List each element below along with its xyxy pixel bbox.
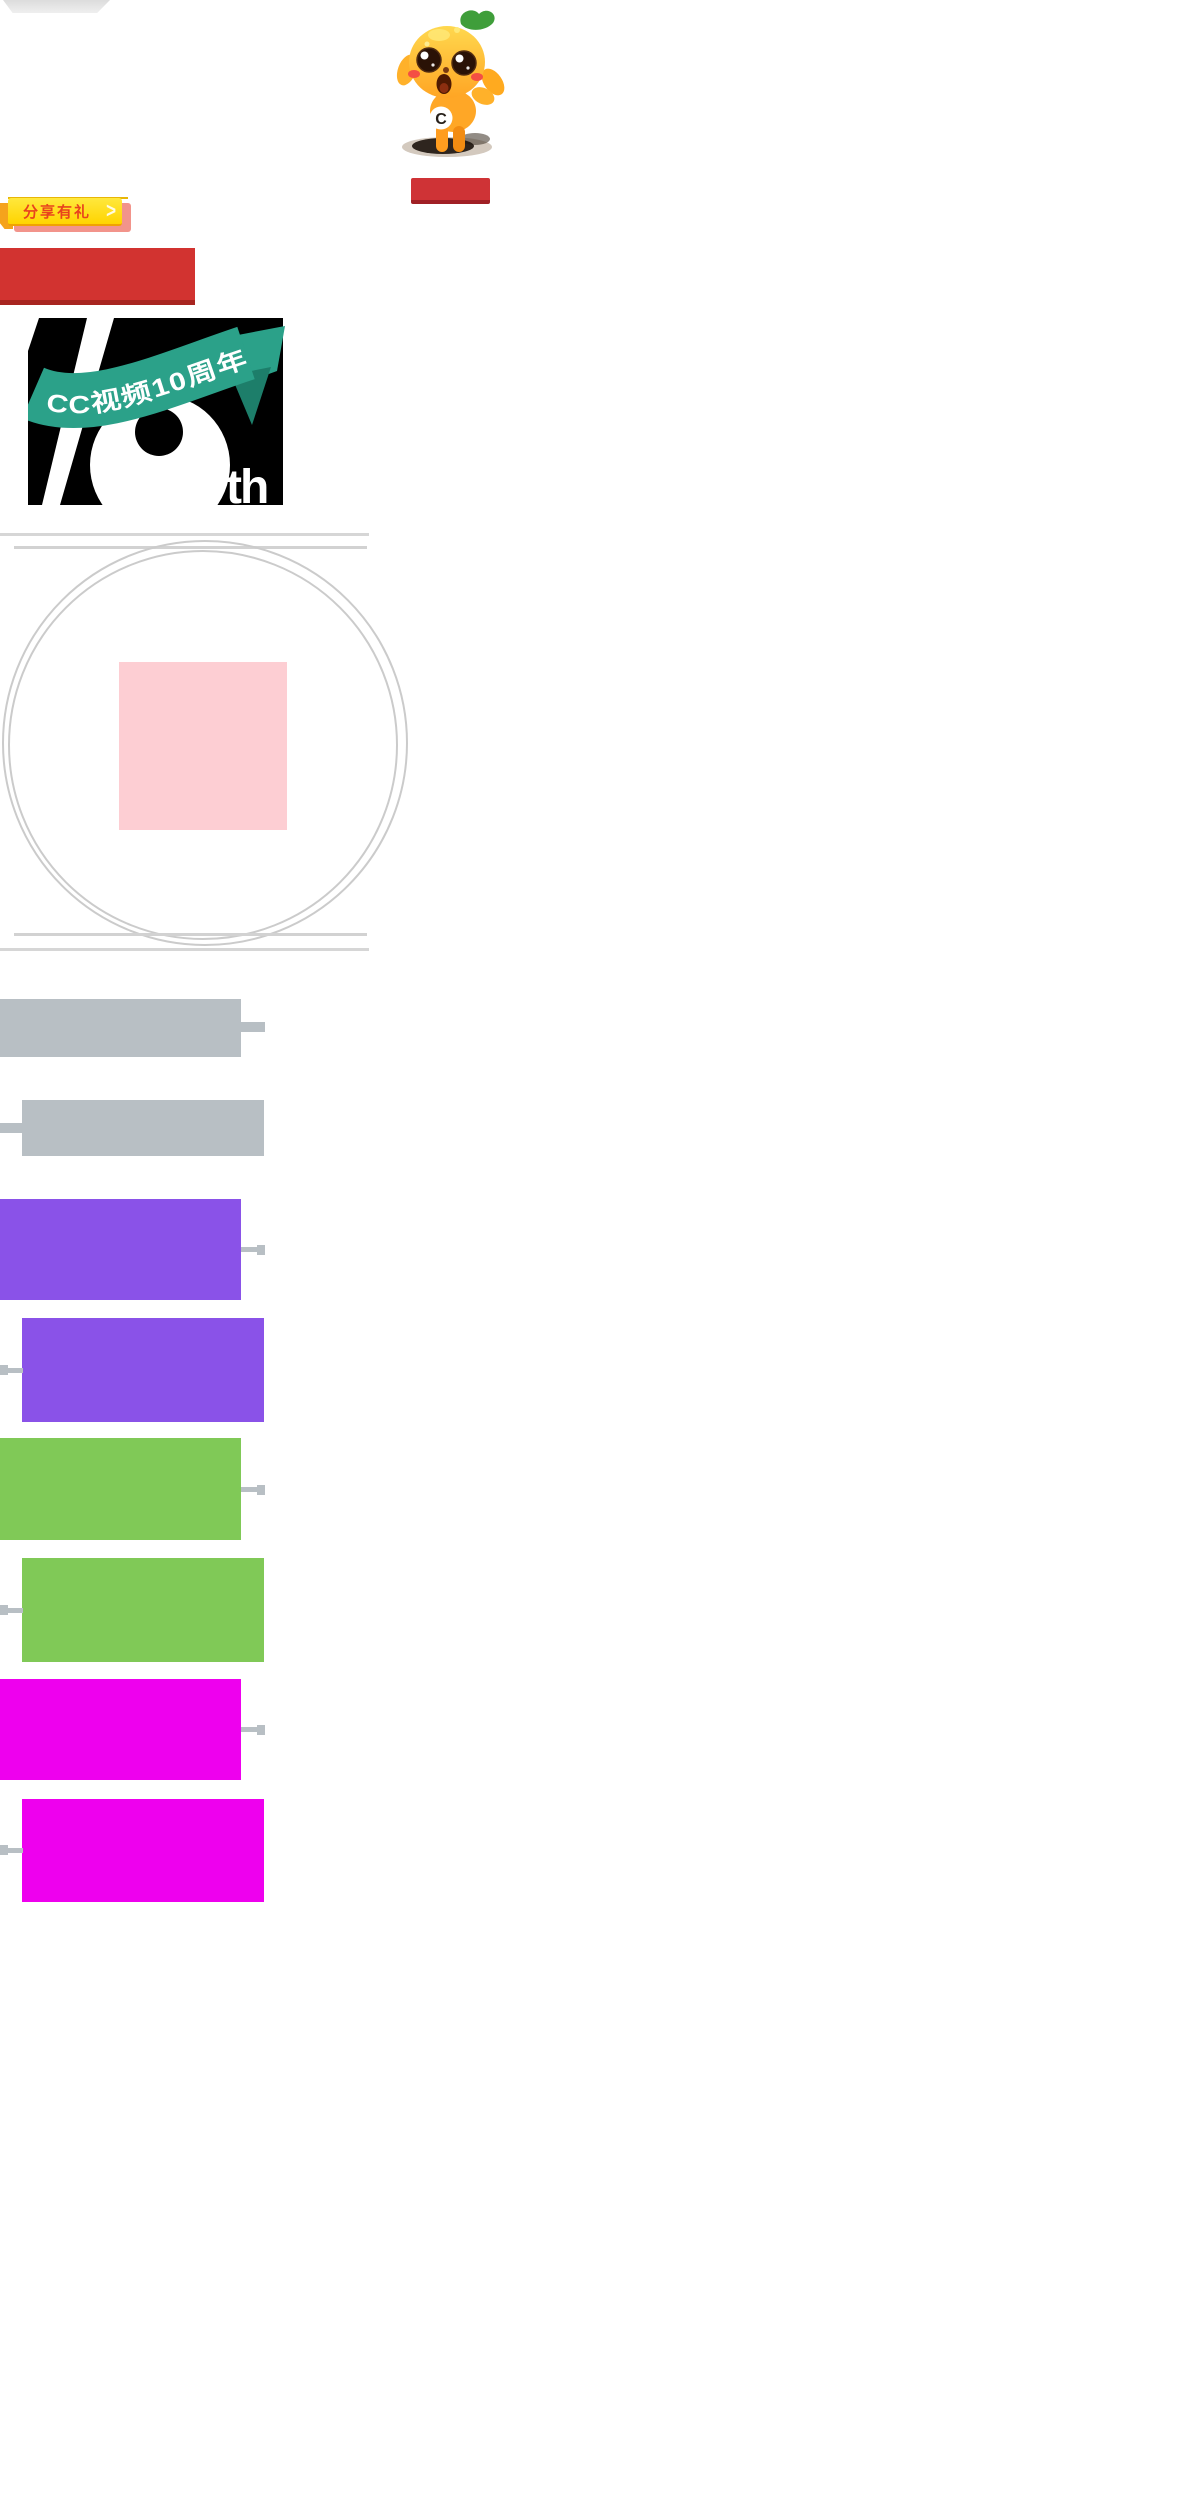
- red-banner[interactable]: [0, 248, 195, 305]
- placeholder-bubble-purple-2[interactable]: [22, 1318, 264, 1422]
- bubble-connector-nub: [0, 1123, 8, 1133]
- placeholder-bubble-green-1[interactable]: [0, 1438, 241, 1540]
- bubble-connector-line: [7, 1608, 23, 1613]
- bubble-connector-nub: [0, 1365, 8, 1375]
- ribbon-band: [22, 326, 255, 429]
- placeholder-bubble-gray-2[interactable]: [22, 1100, 264, 1156]
- bubble-connector-line: [241, 1727, 258, 1732]
- bubble-connector-nub: [257, 1485, 265, 1495]
- leaf-icon: [460, 10, 495, 30]
- placeholder-bubble-purple-1[interactable]: [0, 1199, 241, 1300]
- divider-line: [14, 933, 367, 936]
- bubble-connector-line: [7, 1848, 23, 1853]
- bubble-connector-nub: [0, 1845, 8, 1855]
- divider-line: [0, 948, 369, 951]
- bubble-connector-line: [241, 1487, 258, 1492]
- placeholder-bubble-magenta-2[interactable]: [22, 1799, 264, 1902]
- divider-line: [14, 546, 367, 549]
- top-pull-tab[interactable]: [3, 0, 110, 13]
- mascot-belly-logo: C: [435, 111, 447, 128]
- bubble-connector-line: [241, 1022, 258, 1032]
- bubble-connector-line: [241, 1247, 258, 1252]
- bubble-connector-line: [7, 1368, 23, 1373]
- hero-placeholder-square: [119, 662, 287, 830]
- placeholder-bubble-magenta-1[interactable]: [0, 1679, 241, 1780]
- bubble-connector-nub: [0, 1605, 8, 1615]
- placeholder-bubble-gray-1[interactable]: [0, 999, 241, 1057]
- anniversary-logo-graphic: th CC视频10周年: [22, 318, 285, 514]
- anniversary-logo: th CC视频10周年: [22, 315, 288, 514]
- share-badge-label: 分享有礼: [23, 203, 92, 221]
- placeholder-bubble-green-2[interactable]: [22, 1558, 264, 1662]
- bubble-connector-nub: [257, 1245, 265, 1255]
- bubble-connector-line: [7, 1123, 23, 1133]
- mascot-image: C: [395, 8, 507, 160]
- mascot-illustration: C: [396, 10, 505, 157]
- chevron-right-icon: >: [106, 198, 116, 223]
- red-action-button[interactable]: [411, 178, 490, 204]
- divider-line: [0, 533, 369, 536]
- bubble-connector-nub: [257, 1022, 265, 1032]
- logo-suffix-th: th: [226, 461, 267, 510]
- decorative-circles: [2, 540, 408, 946]
- share-badge-body[interactable]: 分享有礼 >: [8, 198, 122, 226]
- bubble-connector-nub: [257, 1725, 265, 1735]
